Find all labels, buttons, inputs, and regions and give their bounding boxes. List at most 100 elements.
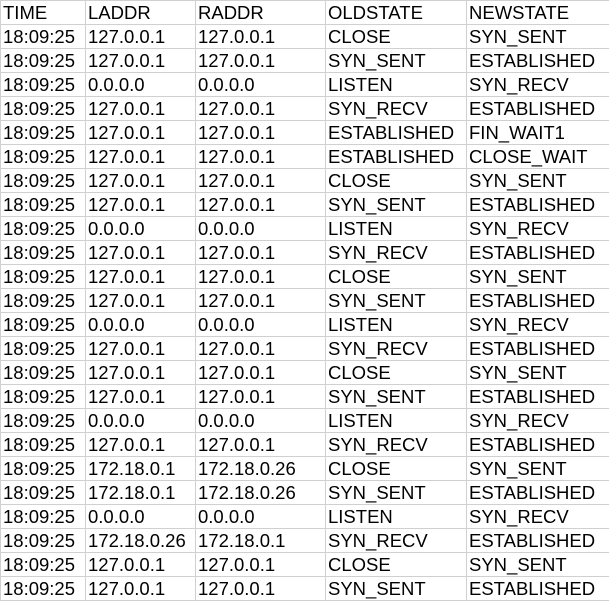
cell-raddr[interactable]: 127.0.0.1	[195, 336, 326, 361]
cell-laddr[interactable]: 127.0.0.1	[85, 384, 196, 409]
cell-time[interactable]: 18:09:25	[0, 216, 86, 241]
cell-raddr[interactable]: 127.0.0.1	[195, 288, 326, 313]
cell-oldstate[interactable]: SYN_RECV	[325, 432, 467, 457]
cell-raddr[interactable]: 127.0.0.1	[195, 360, 326, 385]
cell-newstate[interactable]: ESTABLISHED	[466, 288, 609, 313]
cell-laddr[interactable]: 127.0.0.1	[85, 144, 196, 169]
cell-newstate[interactable]: ESTABLISHED	[466, 336, 609, 361]
cell-oldstate[interactable]: SYN_RECV	[325, 96, 467, 121]
cell-newstate[interactable]: ESTABLISHED	[466, 240, 609, 265]
cell-oldstate[interactable]: LISTEN	[325, 216, 467, 241]
cell-laddr[interactable]: 127.0.0.1	[85, 120, 196, 145]
header-cell-oldstate[interactable]: OLDSTATE	[325, 0, 467, 25]
cell-laddr[interactable]: 127.0.0.1	[85, 360, 196, 385]
cell-time[interactable]: 18:09:25	[0, 192, 86, 217]
cell-raddr[interactable]: 127.0.0.1	[195, 264, 326, 289]
cell-oldstate[interactable]: CLOSE	[325, 552, 467, 577]
cell-laddr[interactable]: 127.0.0.1	[85, 96, 196, 121]
cell-newstate[interactable]: ESTABLISHED	[466, 48, 609, 73]
cell-time[interactable]: 18:09:25	[0, 312, 86, 337]
cell-newstate[interactable]: SYN_SENT	[466, 264, 609, 289]
cell-raddr[interactable]: 127.0.0.1	[195, 192, 326, 217]
cell-raddr[interactable]: 172.18.0.1	[195, 528, 326, 553]
cell-laddr[interactable]: 172.18.0.1	[85, 480, 196, 505]
cell-newstate[interactable]: SYN_SENT	[466, 456, 609, 481]
cell-newstate[interactable]: SYN_RECV	[466, 72, 609, 97]
cell-oldstate[interactable]: ESTABLISHED	[325, 120, 467, 145]
cell-raddr[interactable]: 127.0.0.1	[195, 240, 326, 265]
cell-oldstate[interactable]: CLOSE	[325, 24, 467, 49]
cell-raddr[interactable]: 127.0.0.1	[195, 24, 326, 49]
cell-laddr[interactable]: 127.0.0.1	[85, 48, 196, 73]
cell-oldstate[interactable]: SYN_RECV	[325, 336, 467, 361]
cell-time[interactable]: 18:09:25	[0, 336, 86, 361]
cell-oldstate[interactable]: SYN_SENT	[325, 384, 467, 409]
cell-raddr[interactable]: 127.0.0.1	[195, 48, 326, 73]
cell-laddr[interactable]: 0.0.0.0	[85, 216, 196, 241]
header-cell-time[interactable]: TIME	[0, 0, 86, 25]
cell-time[interactable]: 18:09:25	[0, 432, 86, 457]
cell-time[interactable]: 18:09:25	[0, 456, 86, 481]
cell-raddr[interactable]: 127.0.0.1	[195, 144, 326, 169]
cell-oldstate[interactable]: SYN_RECV	[325, 528, 467, 553]
cell-oldstate[interactable]: CLOSE	[325, 168, 467, 193]
header-cell-newstate[interactable]: NEWSTATE	[466, 0, 609, 25]
cell-newstate[interactable]: ESTABLISHED	[466, 480, 609, 505]
cell-laddr[interactable]: 172.18.0.26	[85, 528, 196, 553]
cell-laddr[interactable]: 0.0.0.0	[85, 72, 196, 97]
cell-time[interactable]: 18:09:25	[0, 240, 86, 265]
cell-oldstate[interactable]: CLOSE	[325, 456, 467, 481]
cell-oldstate[interactable]: LISTEN	[325, 504, 467, 529]
cell-newstate[interactable]: ESTABLISHED	[466, 96, 609, 121]
cell-oldstate[interactable]: LISTEN	[325, 72, 467, 97]
header-cell-laddr[interactable]: LADDR	[85, 0, 196, 25]
cell-oldstate[interactable]: SYN_SENT	[325, 192, 467, 217]
cell-raddr[interactable]: 0.0.0.0	[195, 72, 326, 97]
cell-newstate[interactable]: ESTABLISHED	[466, 576, 609, 601]
cell-oldstate[interactable]: LISTEN	[325, 312, 467, 337]
cell-newstate[interactable]: ESTABLISHED	[466, 192, 609, 217]
cell-time[interactable]: 18:09:25	[0, 72, 86, 97]
cell-time[interactable]: 18:09:25	[0, 480, 86, 505]
cell-laddr[interactable]: 172.18.0.1	[85, 456, 196, 481]
cell-raddr[interactable]: 172.18.0.26	[195, 480, 326, 505]
cell-raddr[interactable]: 0.0.0.0	[195, 216, 326, 241]
cell-laddr[interactable]: 127.0.0.1	[85, 24, 196, 49]
cell-oldstate[interactable]: ESTABLISHED	[325, 144, 467, 169]
cell-laddr[interactable]: 127.0.0.1	[85, 432, 196, 457]
cell-time[interactable]: 18:09:25	[0, 552, 86, 577]
cell-oldstate[interactable]: SYN_SENT	[325, 480, 467, 505]
cell-laddr[interactable]: 0.0.0.0	[85, 312, 196, 337]
cell-oldstate[interactable]: CLOSE	[325, 264, 467, 289]
cell-time[interactable]: 18:09:25	[0, 528, 86, 553]
cell-laddr[interactable]: 127.0.0.1	[85, 336, 196, 361]
cell-laddr[interactable]: 127.0.0.1	[85, 552, 196, 577]
cell-newstate[interactable]: ESTABLISHED	[466, 384, 609, 409]
cell-time[interactable]: 18:09:25	[0, 288, 86, 313]
cell-oldstate[interactable]: LISTEN	[325, 408, 467, 433]
cell-time[interactable]: 18:09:25	[0, 360, 86, 385]
cell-raddr[interactable]: 0.0.0.0	[195, 504, 326, 529]
cell-laddr[interactable]: 127.0.0.1	[85, 264, 196, 289]
cell-raddr[interactable]: 127.0.0.1	[195, 432, 326, 457]
cell-laddr[interactable]: 127.0.0.1	[85, 240, 196, 265]
cell-oldstate[interactable]: SYN_SENT	[325, 48, 467, 73]
cell-raddr[interactable]: 172.18.0.26	[195, 456, 326, 481]
cell-time[interactable]: 18:09:25	[0, 144, 86, 169]
cell-time[interactable]: 18:09:25	[0, 96, 86, 121]
cell-time[interactable]: 18:09:25	[0, 264, 86, 289]
cell-oldstate[interactable]: SYN_SENT	[325, 288, 467, 313]
cell-newstate[interactable]: SYN_SENT	[466, 168, 609, 193]
cell-raddr[interactable]: 0.0.0.0	[195, 408, 326, 433]
cell-raddr[interactable]: 0.0.0.0	[195, 312, 326, 337]
cell-time[interactable]: 18:09:25	[0, 384, 86, 409]
cell-time[interactable]: 18:09:25	[0, 24, 86, 49]
cell-oldstate[interactable]: CLOSE	[325, 360, 467, 385]
cell-newstate[interactable]: SYN_SENT	[466, 24, 609, 49]
cell-laddr[interactable]: 127.0.0.1	[85, 288, 196, 313]
cell-time[interactable]: 18:09:25	[0, 168, 86, 193]
cell-raddr[interactable]: 127.0.0.1	[195, 576, 326, 601]
cell-raddr[interactable]: 127.0.0.1	[195, 552, 326, 577]
cell-laddr[interactable]: 127.0.0.1	[85, 168, 196, 193]
cell-time[interactable]: 18:09:25	[0, 408, 86, 433]
